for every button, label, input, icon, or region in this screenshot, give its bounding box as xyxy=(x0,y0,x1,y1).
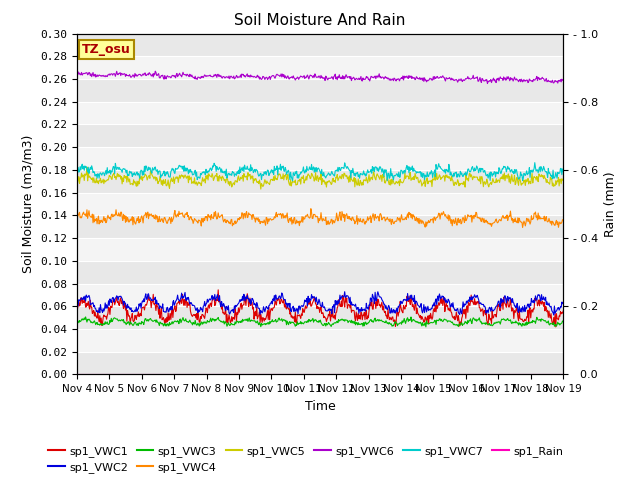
Legend: sp1_VWC1, sp1_VWC2, sp1_VWC3, sp1_VWC4, sp1_VWC5, sp1_VWC6, sp1_VWC7, sp1_Rain: sp1_VWC1, sp1_VWC2, sp1_VWC3, sp1_VWC4, … xyxy=(44,441,568,478)
X-axis label: Time: Time xyxy=(305,400,335,413)
Bar xyxy=(77,102,563,124)
Bar xyxy=(77,34,563,56)
Y-axis label: Soil Moisture (m3/m3): Soil Moisture (m3/m3) xyxy=(22,135,35,273)
Bar xyxy=(77,352,563,374)
Bar xyxy=(77,329,563,352)
Bar xyxy=(77,306,563,329)
Title: Soil Moisture And Rain: Soil Moisture And Rain xyxy=(234,13,406,28)
Bar xyxy=(77,79,563,102)
Bar xyxy=(77,216,563,238)
Bar xyxy=(77,56,563,79)
Bar xyxy=(77,170,563,192)
Bar xyxy=(77,261,563,284)
Bar xyxy=(77,124,563,147)
Bar xyxy=(77,147,563,170)
Bar xyxy=(77,284,563,306)
Y-axis label: Rain (mm): Rain (mm) xyxy=(604,171,617,237)
Text: TZ_osu: TZ_osu xyxy=(82,43,131,56)
Bar xyxy=(77,192,563,216)
Bar xyxy=(77,238,563,261)
